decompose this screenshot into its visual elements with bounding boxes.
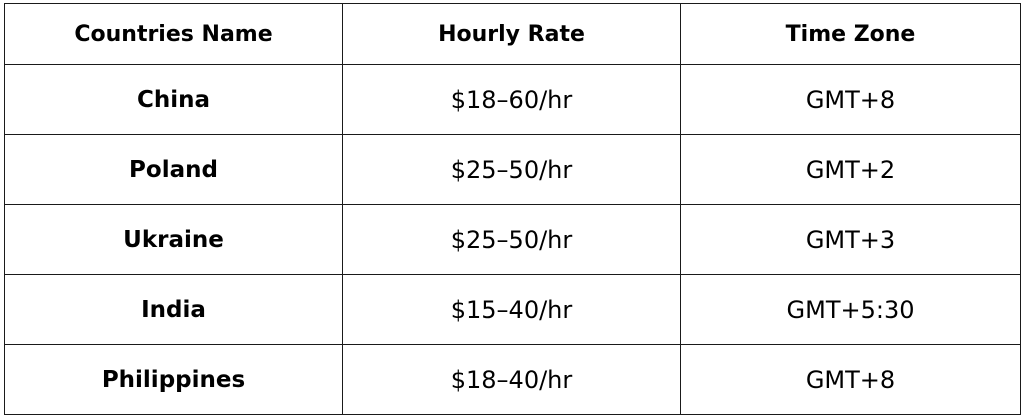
table-row: China $18–60/hr GMT+8 <box>4 64 1021 135</box>
time-zone-cell: GMT+2 <box>680 134 1021 205</box>
hourly-rate-cell: $18–60/hr <box>342 64 681 135</box>
table-row: Philippines $18–40/hr GMT+8 <box>4 344 1021 415</box>
country-cell: Poland <box>4 134 343 205</box>
hourly-rate-cell: $25–50/hr <box>342 134 681 205</box>
header-row: Countries Name Hourly Rate Time Zone <box>4 3 1021 65</box>
time-zone-cell: GMT+8 <box>680 344 1021 415</box>
country-cell: Philippines <box>4 344 343 415</box>
country-cell: Ukraine <box>4 204 343 275</box>
table-row: India $15–40/hr GMT+5:30 <box>4 274 1021 345</box>
time-zone-cell: GMT+3 <box>680 204 1021 275</box>
hourly-rate-cell: $15–40/hr <box>342 274 681 345</box>
time-zone-cell: GMT+8 <box>680 64 1021 135</box>
header-countries-name: Countries Name <box>4 3 343 65</box>
hourly-rate-cell: $18–40/hr <box>342 344 681 415</box>
table-body: China $18–60/hr GMT+8 Poland $25–50/hr G… <box>4 64 1021 415</box>
country-cell: India <box>4 274 343 345</box>
rates-table: Countries Name Hourly Rate Time Zone Chi… <box>4 3 1021 415</box>
table-header: Countries Name Hourly Rate Time Zone <box>4 3 1021 65</box>
table-row: Poland $25–50/hr GMT+2 <box>4 134 1021 205</box>
header-hourly-rate: Hourly Rate <box>342 3 681 65</box>
time-zone-cell: GMT+5:30 <box>680 274 1021 345</box>
header-time-zone: Time Zone <box>680 3 1021 65</box>
table-row: Ukraine $25–50/hr GMT+3 <box>4 204 1021 275</box>
hourly-rate-cell: $25–50/hr <box>342 204 681 275</box>
country-cell: China <box>4 64 343 135</box>
